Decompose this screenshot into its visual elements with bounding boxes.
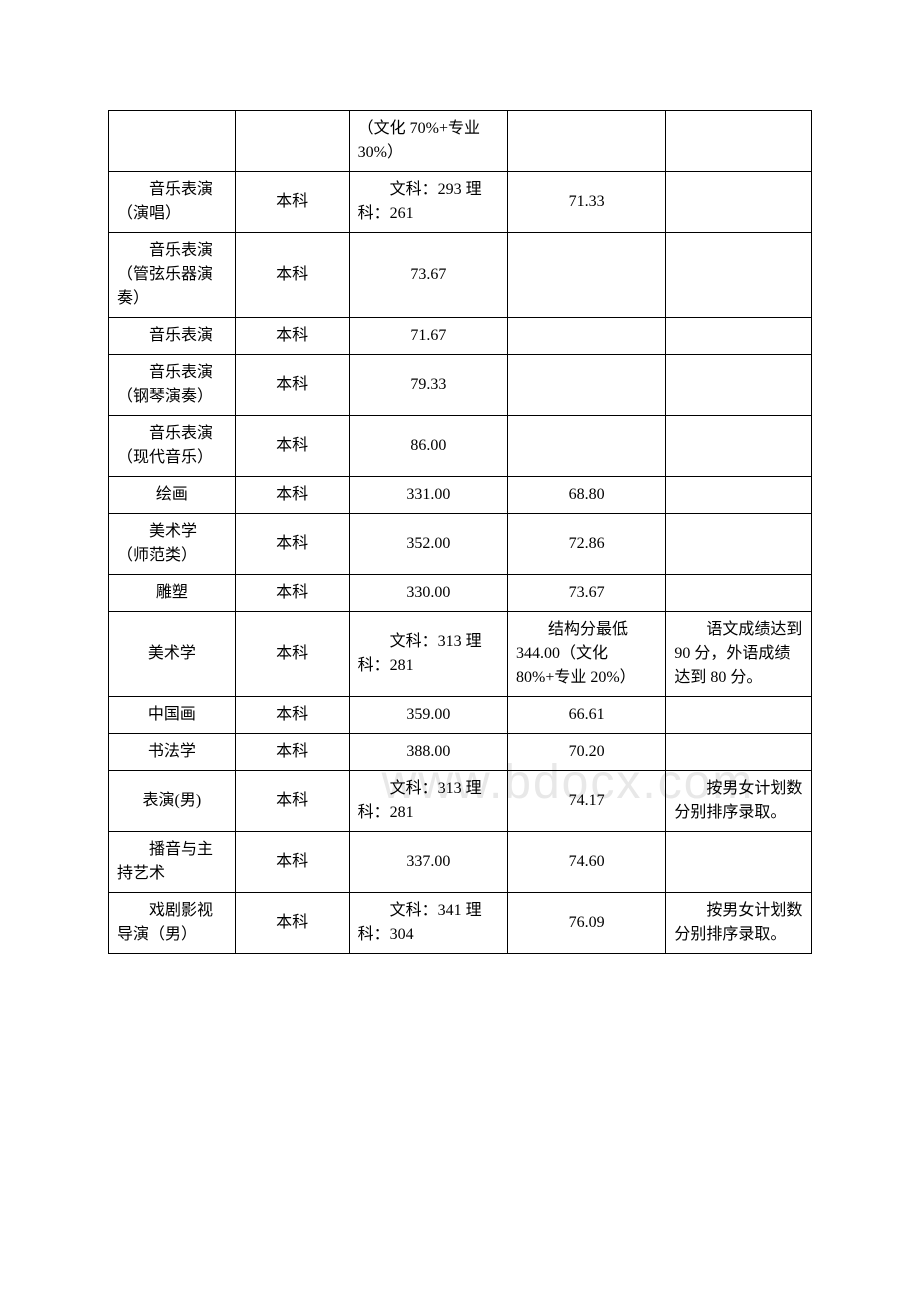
table-row: 书法学本科388.0070.20: [109, 734, 812, 771]
cell-major: 雕塑: [109, 575, 236, 612]
table-body: （文化 70%+专业 30%）音乐表演（演唱）本科文科：293 理科：26171…: [109, 111, 812, 954]
cell-major-score: [507, 111, 665, 172]
table-row: 美术学（师范类）本科352.0072.86: [109, 514, 812, 575]
cell-culture-score: （文化 70%+专业 30%）: [349, 111, 507, 172]
cell-remark: [666, 477, 812, 514]
cell-remark: [666, 514, 812, 575]
cell-major: [109, 111, 236, 172]
cell-major: 播音与主持艺术: [109, 832, 236, 893]
cell-remark: 按男女计划数分别排序录取。: [666, 893, 812, 954]
cell-culture-score: 337.00: [349, 832, 507, 893]
cell-major: 音乐表演: [109, 318, 236, 355]
cell-remark: [666, 416, 812, 477]
cell-culture-score: 388.00: [349, 734, 507, 771]
cell-major-score: 结构分最低 344.00（文化 80%+专业 20%）: [507, 612, 665, 697]
cell-culture-score: 文科：313 理科：281: [349, 612, 507, 697]
cell-level: 本科: [235, 416, 349, 477]
cell-major: 书法学: [109, 734, 236, 771]
cell-major-score: [507, 318, 665, 355]
cell-major: 美术学: [109, 612, 236, 697]
cell-culture-score: 359.00: [349, 697, 507, 734]
cell-major-score: 66.61: [507, 697, 665, 734]
cell-culture-score: 文科：341 理科：304: [349, 893, 507, 954]
cell-level: 本科: [235, 514, 349, 575]
cell-level: 本科: [235, 697, 349, 734]
cell-level: 本科: [235, 172, 349, 233]
cell-culture-score: 71.67: [349, 318, 507, 355]
cell-remark: [666, 233, 812, 318]
cell-major-score: [507, 355, 665, 416]
cell-level: [235, 111, 349, 172]
cell-remark: [666, 575, 812, 612]
cell-major-score: [507, 233, 665, 318]
cell-level: 本科: [235, 893, 349, 954]
cell-remark: [666, 355, 812, 416]
cell-major-score: 74.60: [507, 832, 665, 893]
cell-remark: [666, 111, 812, 172]
cell-major: 中国画: [109, 697, 236, 734]
cell-level: 本科: [235, 612, 349, 697]
table-container: www.bdocx.com （文化 70%+专业 30%）音乐表演（演唱）本科文…: [108, 110, 812, 954]
cell-culture-score: 352.00: [349, 514, 507, 575]
cell-culture-score: 文科：313 理科：281: [349, 771, 507, 832]
table-row: 播音与主持艺术本科337.0074.60: [109, 832, 812, 893]
cell-major: 音乐表演（演唱）: [109, 172, 236, 233]
cell-level: 本科: [235, 734, 349, 771]
table-row: 绘画本科331.0068.80: [109, 477, 812, 514]
table-row: （文化 70%+专业 30%）: [109, 111, 812, 172]
table-row: 音乐表演（演唱）本科文科：293 理科：26171.33: [109, 172, 812, 233]
table-row: 雕塑本科330.0073.67: [109, 575, 812, 612]
cell-remark: [666, 318, 812, 355]
cell-remark: [666, 697, 812, 734]
admission-table: （文化 70%+专业 30%）音乐表演（演唱）本科文科：293 理科：26171…: [108, 110, 812, 954]
cell-remark: [666, 832, 812, 893]
cell-remark: [666, 172, 812, 233]
cell-remark: [666, 734, 812, 771]
cell-major: 音乐表演（管弦乐器演奏）: [109, 233, 236, 318]
cell-major-score: [507, 416, 665, 477]
cell-major-score: 71.33: [507, 172, 665, 233]
table-row: 美术学本科文科：313 理科：281结构分最低 344.00（文化 80%+专业…: [109, 612, 812, 697]
cell-major: 表演(男): [109, 771, 236, 832]
cell-culture-score: 86.00: [349, 416, 507, 477]
cell-level: 本科: [235, 318, 349, 355]
cell-culture-score: 331.00: [349, 477, 507, 514]
cell-major-score: 74.17: [507, 771, 665, 832]
table-row: 中国画本科359.0066.61: [109, 697, 812, 734]
table-row: 戏剧影视导演（男）本科文科：341 理科：30476.09按男女计划数分别排序录…: [109, 893, 812, 954]
cell-major-score: 72.86: [507, 514, 665, 575]
cell-remark: 语文成绩达到 90 分，外语成绩达到 80 分。: [666, 612, 812, 697]
table-row: 音乐表演（管弦乐器演奏）本科73.67: [109, 233, 812, 318]
cell-level: 本科: [235, 477, 349, 514]
table-row: 音乐表演本科71.67: [109, 318, 812, 355]
cell-culture-score: 79.33: [349, 355, 507, 416]
cell-level: 本科: [235, 575, 349, 612]
table-row: 音乐表演（钢琴演奏）本科79.33: [109, 355, 812, 416]
cell-major: 绘画: [109, 477, 236, 514]
cell-culture-score: 文科：293 理科：261: [349, 172, 507, 233]
cell-remark: 按男女计划数分别排序录取。: [666, 771, 812, 832]
table-row: 音乐表演（现代音乐）本科86.00: [109, 416, 812, 477]
cell-major: 美术学（师范类）: [109, 514, 236, 575]
cell-major-score: 73.67: [507, 575, 665, 612]
cell-major: 音乐表演（钢琴演奏）: [109, 355, 236, 416]
cell-major: 戏剧影视导演（男）: [109, 893, 236, 954]
cell-level: 本科: [235, 832, 349, 893]
cell-level: 本科: [235, 771, 349, 832]
cell-culture-score: 73.67: [349, 233, 507, 318]
cell-major: 音乐表演（现代音乐）: [109, 416, 236, 477]
table-row: 表演(男)本科文科：313 理科：28174.17按男女计划数分别排序录取。: [109, 771, 812, 832]
cell-major-score: 68.80: [507, 477, 665, 514]
cell-level: 本科: [235, 355, 349, 416]
cell-major-score: 76.09: [507, 893, 665, 954]
cell-level: 本科: [235, 233, 349, 318]
cell-culture-score: 330.00: [349, 575, 507, 612]
cell-major-score: 70.20: [507, 734, 665, 771]
